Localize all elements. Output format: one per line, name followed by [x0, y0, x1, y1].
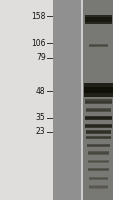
Bar	[87, 160, 108, 163]
Bar	[84, 116, 111, 120]
Text: 35: 35	[35, 113, 45, 122]
Bar	[53, 0, 80, 200]
Bar	[87, 161, 108, 162]
Bar	[85, 108, 110, 112]
Bar	[88, 177, 107, 180]
Bar	[87, 152, 108, 154]
Bar	[85, 124, 111, 128]
Bar	[84, 87, 112, 93]
Bar	[86, 136, 110, 139]
Text: 48: 48	[36, 87, 45, 96]
Bar	[0, 0, 53, 200]
Text: 79: 79	[35, 53, 45, 62]
Bar	[87, 169, 108, 170]
Bar	[88, 186, 107, 188]
Bar	[88, 44, 107, 47]
Bar	[84, 117, 111, 119]
Bar	[86, 144, 109, 147]
Bar	[86, 137, 110, 138]
Text: 106: 106	[31, 38, 45, 47]
Bar	[87, 151, 108, 155]
Bar	[88, 45, 107, 46]
Bar	[84, 15, 111, 24]
Bar	[84, 83, 112, 97]
Bar	[85, 101, 111, 103]
Bar	[82, 0, 113, 200]
Bar	[85, 130, 110, 134]
Bar	[87, 168, 108, 171]
Bar	[85, 99, 111, 104]
Bar	[80, 0, 82, 200]
Bar	[86, 145, 109, 146]
Bar	[85, 131, 110, 133]
Bar	[88, 185, 107, 189]
Bar	[88, 178, 107, 179]
Text: 158: 158	[31, 12, 45, 21]
Bar	[85, 125, 111, 127]
Text: 23: 23	[36, 127, 45, 136]
Bar	[85, 109, 110, 111]
Bar	[84, 17, 111, 22]
